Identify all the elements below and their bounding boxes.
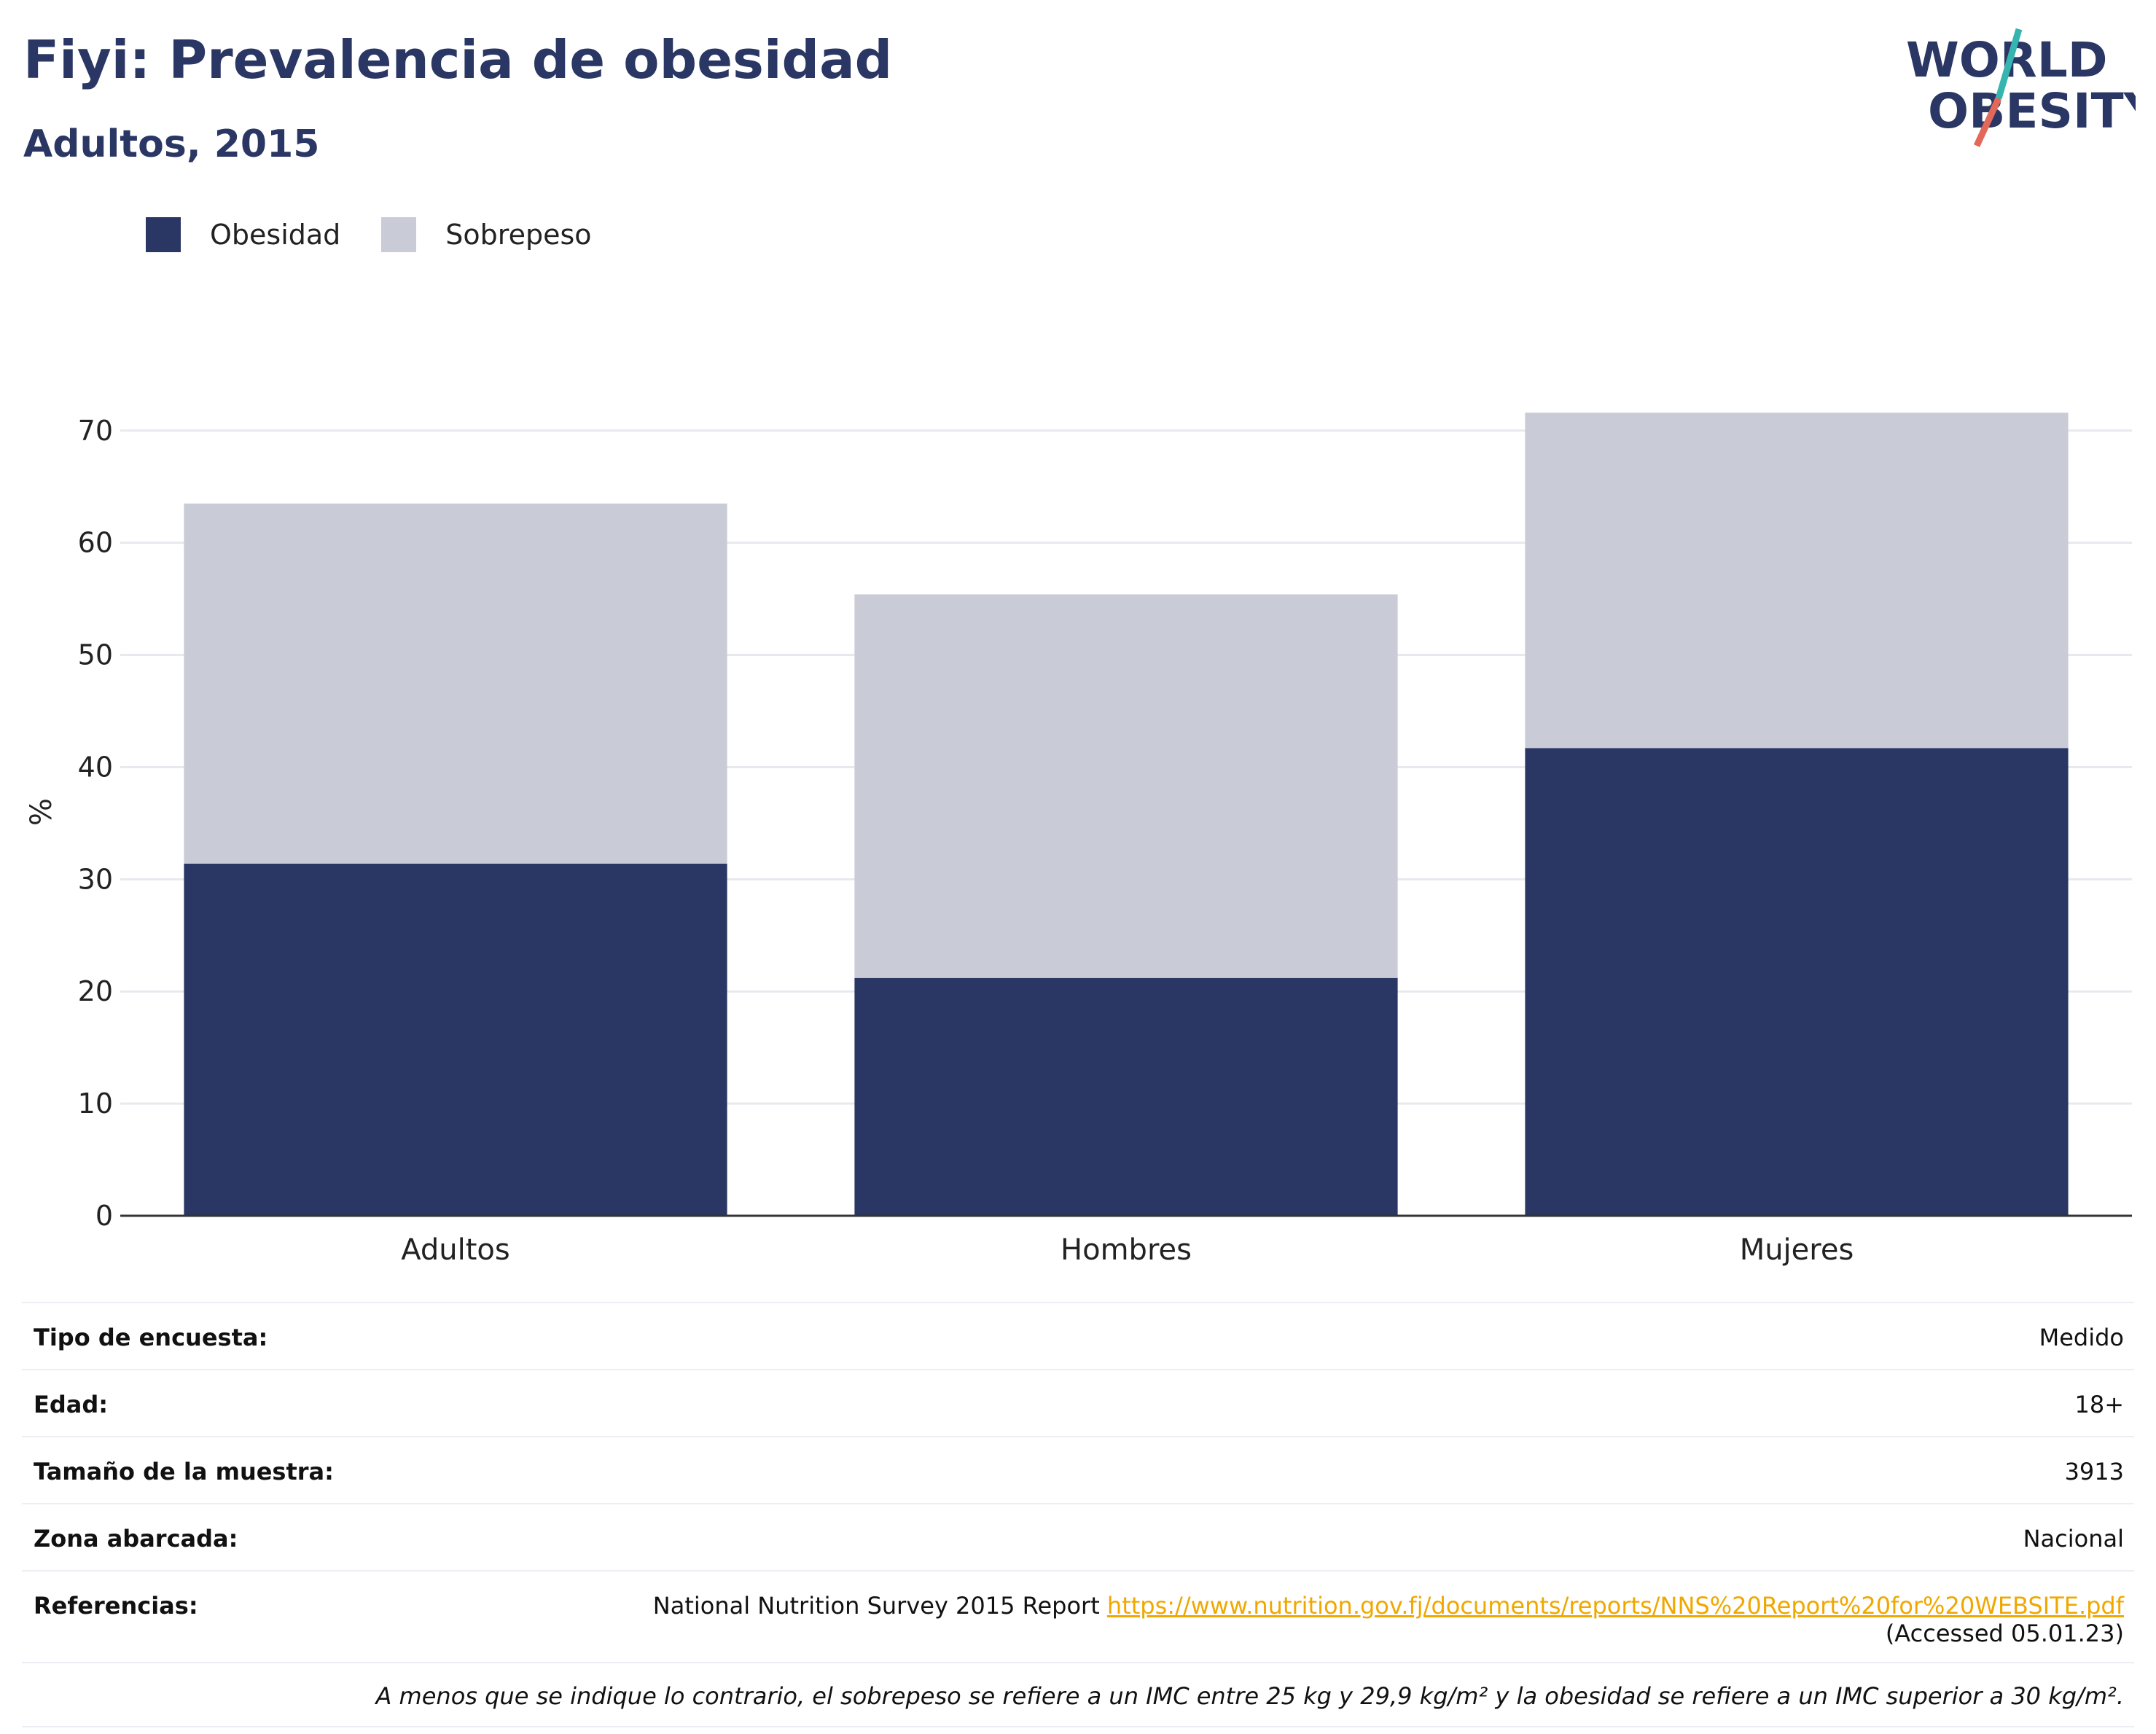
sample-label: Tamaño de la muestra:: [34, 1458, 334, 1485]
x-tick-label: Hombres: [1061, 1233, 1192, 1267]
chart-legend: Obesidad Sobrepeso: [146, 217, 633, 252]
chart-title: Fiyi: Prevalencia de obesidad: [23, 29, 893, 90]
x-tick-label: Adultos: [401, 1233, 510, 1267]
legend-swatch-obesidad: [146, 217, 181, 252]
y-axis-label: %: [25, 798, 58, 826]
references-label: Referencias:: [34, 1592, 198, 1620]
chart-subtitle: Adultos, 2015: [23, 122, 320, 166]
world-obesity-logo: WORLD OBESITY: [1906, 28, 2136, 147]
survey-info-table: Tipo de encuesta: Medido Edad: 18+ Tamañ…: [22, 1302, 2134, 1727]
survey-type-value: Medido: [2039, 1324, 2124, 1351]
age-label: Edad:: [34, 1391, 109, 1418]
survey-type-label: Tipo de encuesta:: [34, 1324, 268, 1351]
x-tick-label: Mujeres: [1740, 1233, 1854, 1267]
info-row-survey-type: Tipo de encuesta: Medido: [22, 1302, 2134, 1369]
legend-label-obesidad: Obesidad: [210, 219, 341, 251]
definition-note: A menos que se indique lo contrario, el …: [22, 1662, 2134, 1727]
references-value: National Nutrition Survey 2015 Report ht…: [653, 1592, 2124, 1647]
legend-swatch-sobrepeso: [381, 217, 417, 252]
sample-value: 3913: [2064, 1458, 2124, 1485]
area-value: Nacional: [2023, 1525, 2124, 1553]
age-value: 18+: [2074, 1391, 2124, 1418]
info-row-sample: Tamaño de la muestra: 3913: [22, 1436, 2134, 1503]
references-text: National Nutrition Survey 2015 Report: [652, 1592, 1107, 1620]
legend-item-sobrepeso[interactable]: Sobrepeso: [381, 217, 592, 252]
legend-label-sobrepeso: Sobrepeso: [445, 219, 592, 251]
info-row-age: Edad: 18+: [22, 1369, 2134, 1436]
bar-obesidad-mujeres: [1525, 748, 2069, 1216]
references-accessed: (Accessed 05.01.23): [1885, 1620, 2124, 1647]
references-link[interactable]: https://www.nutrition.gov.fj/documents/r…: [1106, 1592, 2124, 1620]
y-tick-label: 20: [78, 975, 113, 1007]
y-tick-label: 30: [78, 863, 113, 895]
logo-line2: OBESITY: [1928, 83, 2136, 139]
y-tick-label: 50: [78, 639, 113, 671]
y-tick-label: 0: [95, 1200, 113, 1232]
stacked-bar-chart: 0 10 20 30 40 50 60 70% Adultos Hombres Mujeres: [25, 413, 2132, 1267]
bar-obesidad-hombres: [854, 977, 1398, 1216]
bar-sobrepeso-adultos: [184, 503, 727, 864]
y-tick-label: 60: [78, 527, 113, 559]
y-tick-label: 70: [78, 415, 113, 447]
y-tick-label: 40: [78, 751, 113, 783]
bar-sobrepeso-mujeres: [1525, 413, 2069, 749]
info-row-references: Referencias: National Nutrition Survey 2…: [22, 1570, 2134, 1662]
info-row-area: Zona abarcada: Nacional: [22, 1503, 2134, 1570]
legend-item-obesidad[interactable]: Obesidad: [146, 217, 340, 252]
bar-obesidad-adultos: [184, 863, 727, 1216]
bar-sobrepeso-hombres: [854, 594, 1398, 978]
y-tick-label: 10: [78, 1087, 113, 1120]
area-label: Zona abarcada:: [34, 1525, 238, 1553]
